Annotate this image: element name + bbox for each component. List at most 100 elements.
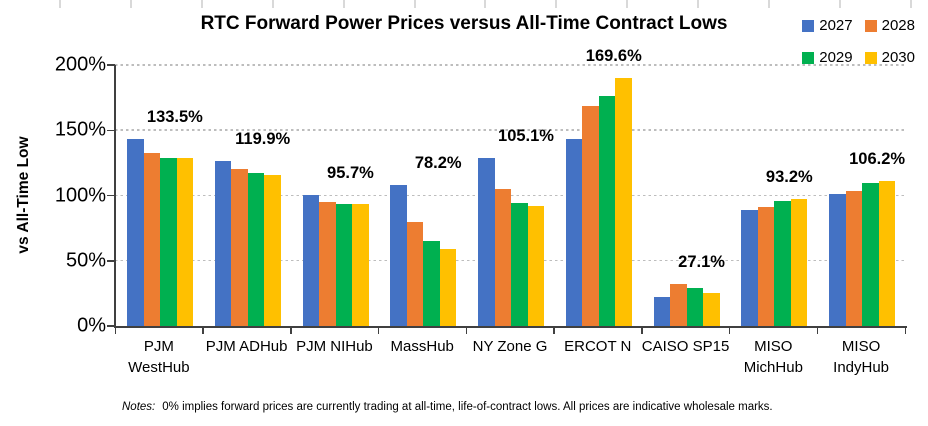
bar-2029-miso-michhub [774,201,791,326]
category-label-line: CAISO SP15 [641,338,730,355]
category-label-caiso-sp15: CAISO SP15 [642,336,730,357]
bar-2030-caiso-sp15 [703,292,720,326]
x-axis-tick-mark [114,327,116,334]
category-label-miso-michhub: MISO MichHub [729,336,817,378]
category-label-line: PJM [143,338,174,355]
category-label-line: MichHub [743,359,803,376]
legend-year-label: 2028 [881,17,915,34]
category-label-pjm-adhub: PJM ADHub [203,336,291,357]
bar-2030-ercot-n [615,78,632,326]
bar-group-pjm-westhub [127,138,193,326]
x-axis-tick-mark [553,327,555,334]
x-axis-tick-mark [202,327,204,334]
top-tick-mark [59,0,61,8]
bar-2027-pjm-westhub [127,138,144,326]
plot-area: 133.5% 119.9% 95.7% 78.2% 105.1% 169.6% 27.1% 9… [115,47,906,326]
x-axis-tick-mark [904,327,906,334]
bar-2029-caiso-sp15 [686,288,704,326]
group-average-label-miso-indyhub: 106.2% [849,150,906,169]
bar-2030-pjm-adhub [264,174,281,326]
legend-year-label: 2029 [819,49,853,66]
bar-2028-pjm-westhub [143,153,160,326]
category-label-pjm-nihub: PJM NIHub [291,336,379,357]
bar-2030-pjm-westhub [176,158,193,326]
category-label-line: WestHub [128,359,190,376]
group-average-label-pjm-westhub: 133.5% [146,107,203,126]
top-tick-mark [342,0,345,8]
bar-2028-miso-michhub [757,207,775,326]
y-axis-tick-mark [107,129,115,131]
bar-2029-ercot-n [598,95,616,326]
bar-2029-pjm-westhub [160,157,177,326]
y-axis-tick-mark [107,325,115,327]
notes-text: 0% implies forward prices are currently … [162,401,773,413]
bar-2027-miso-michhub [741,209,758,326]
category-label-line: NY Zone G [472,338,548,355]
legend-year-label: 2030 [881,49,915,66]
top-tick-mark [271,0,274,8]
x-axis-tick-mark [465,327,468,334]
bar-2030-miso-indyhub [878,181,896,326]
group-average-label-pjm-nihub: 95.7% [327,163,374,182]
x-axis-tick-mark [377,327,380,334]
bar-group-miso-indyhub [829,181,896,326]
category-label-line: PJM NIHub [296,338,373,355]
x-axis-tick-mark [816,327,819,334]
gridline-150 [115,129,905,131]
category-label-line: ERCOT N [564,338,632,355]
top-tick-mark [129,0,132,8]
category-label-pjm-westhub: PJM WestHub [115,336,203,378]
bar-2028-masshub [406,221,424,326]
bar-2029-masshub [423,240,440,326]
category-label-ny-zone-g: NY Zone G [466,336,554,357]
bar-group-pjm-nihub [302,194,369,326]
category-label-line: MISO [841,338,881,355]
group-average-label-ercot-n: 169.6% [585,47,642,66]
top-tick-mark [838,0,841,8]
y-axis-tick-mark [107,260,115,262]
category-label-masshub: MassHub [378,336,466,357]
bar-2027-ny-zone-g [478,157,495,326]
bar-2027-caiso-sp15 [653,297,671,326]
group-average-label-miso-michhub: 93.2% [765,168,813,187]
y-axis-tick-label: 150% [54,118,106,141]
legend-item-2030: 2030 [864,49,915,66]
bar-2029-pjm-nihub [335,203,353,326]
legend-year-label: 2027 [819,17,853,34]
group-average-label-masshub: 78.2% [414,154,462,173]
top-tick-mark [909,0,912,8]
top-tick-mark [200,0,203,8]
bar-2027-ercot-n [565,138,583,326]
category-label-line: MassHub [390,338,454,355]
bar-2030-pjm-nihub [352,203,369,326]
top-tick-mark [484,0,487,8]
top-tick-mark [413,0,416,8]
bar-2028-ercot-n [582,106,599,326]
y-axis-tick-label: 50% [65,249,106,272]
legend-swatch-2030 [864,51,877,64]
group-average-label-ny-zone-g: 105.1% [498,126,554,145]
x-axis-tick-mark [728,327,731,334]
x-axis-tick-mark [290,327,292,334]
legend-item-2028: 2028 [864,17,915,34]
legend-item-2029: 2029 [802,49,853,66]
bar-2029-miso-indyhub [862,183,879,326]
y-axis-tick-label: 100% [54,184,106,206]
bar-2030-masshub [439,248,457,326]
gridline-200 [115,64,905,66]
bar-2027-miso-indyhub [829,194,846,326]
category-label-miso-indyhub: MISO IndyHub [817,336,905,378]
y-axis-tick-label: 200% [54,53,106,76]
bar-group-ny-zone-g [478,157,545,326]
bar-2028-pjm-nihub [319,202,336,326]
top-tick-mark [768,0,770,8]
bar-group-ercot-n [565,78,632,326]
bar-2029-pjm-adhub [247,173,265,326]
category-label-line: PJM ADHub [205,338,288,355]
y-axis-line [114,65,116,326]
legend-swatch-2027 [802,19,815,32]
top-tick-mark [697,0,700,8]
bar-group-masshub [390,185,457,326]
legend-swatch-2029 [802,51,815,64]
